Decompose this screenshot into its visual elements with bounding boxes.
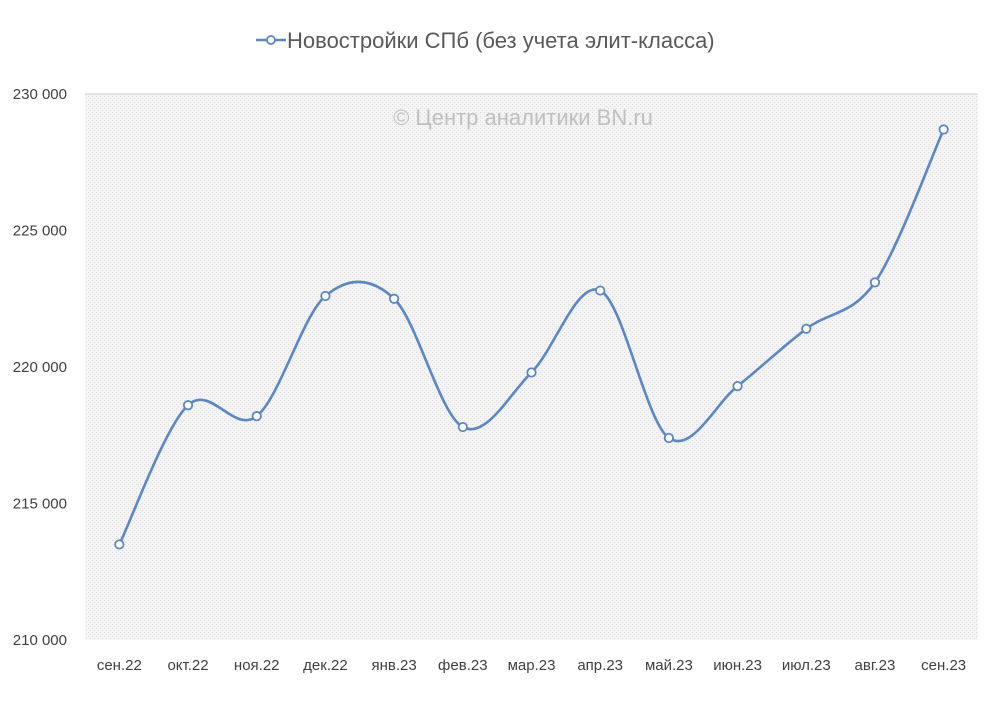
- legend: Новостройки СПб (без учета элит-класса): [256, 28, 715, 53]
- y-tick-label: 230 000: [13, 86, 67, 103]
- data-point-ноя.22: [251, 411, 262, 422]
- data-point-май.23: [663, 432, 674, 444]
- x-tick-label: июн.23: [713, 657, 762, 674]
- watermark-text: © Центр аналитики BN.ru: [393, 105, 653, 130]
- data-point-авг.23: [869, 277, 881, 288]
- y-tick-label: 225 000: [13, 223, 67, 240]
- x-axis-ticks: сен.22 окт.22 ноя.22 дек.22 янв.23 фев.23 мар.…: [97, 657, 966, 674]
- legend-point-marker: [266, 35, 276, 45]
- data-point-фев.23: [457, 421, 468, 433]
- y-tick-label: 220 000: [13, 359, 67, 376]
- x-tick-label: мар.23: [508, 657, 556, 674]
- x-tick-label: ноя.22: [234, 657, 280, 674]
- legend-entry-label: Новостройки СПб (без учета элит-класса): [287, 28, 715, 53]
- y-tick-label: 210 000: [13, 632, 67, 649]
- x-tick-label: окт.22: [167, 657, 208, 674]
- data-point-окт.22: [182, 400, 194, 411]
- data-point-июн.23: [732, 381, 743, 392]
- y-tick-label: 215 000: [13, 496, 67, 513]
- x-tick-label: сен.22: [97, 657, 142, 674]
- plot-area: [85, 94, 978, 640]
- data-point-янв.23: [389, 293, 400, 304]
- x-tick-label: дек.22: [303, 657, 348, 674]
- data-point-сен.23: [938, 124, 949, 135]
- y-axis-ticks: 210 000 215 000 220 000 225 000 230 000: [13, 86, 67, 649]
- x-tick-label: май.23: [645, 657, 693, 674]
- x-tick-label: фев.23: [438, 657, 488, 674]
- x-tick-label: апр.23: [577, 657, 623, 674]
- x-tick-label: июл.23: [782, 657, 831, 674]
- x-tick-label: авг.23: [855, 657, 896, 674]
- data-point-дек.22: [320, 290, 331, 302]
- series-layer: [114, 124, 949, 550]
- data-point-сен.22: [114, 539, 125, 550]
- x-tick-label: сен.23: [921, 657, 966, 674]
- data-point-апр.23: [595, 285, 606, 296]
- data-point-июл.23: [801, 323, 812, 334]
- x-tick-label: янв.23: [371, 657, 416, 674]
- data-point-мар.23: [526, 367, 537, 378]
